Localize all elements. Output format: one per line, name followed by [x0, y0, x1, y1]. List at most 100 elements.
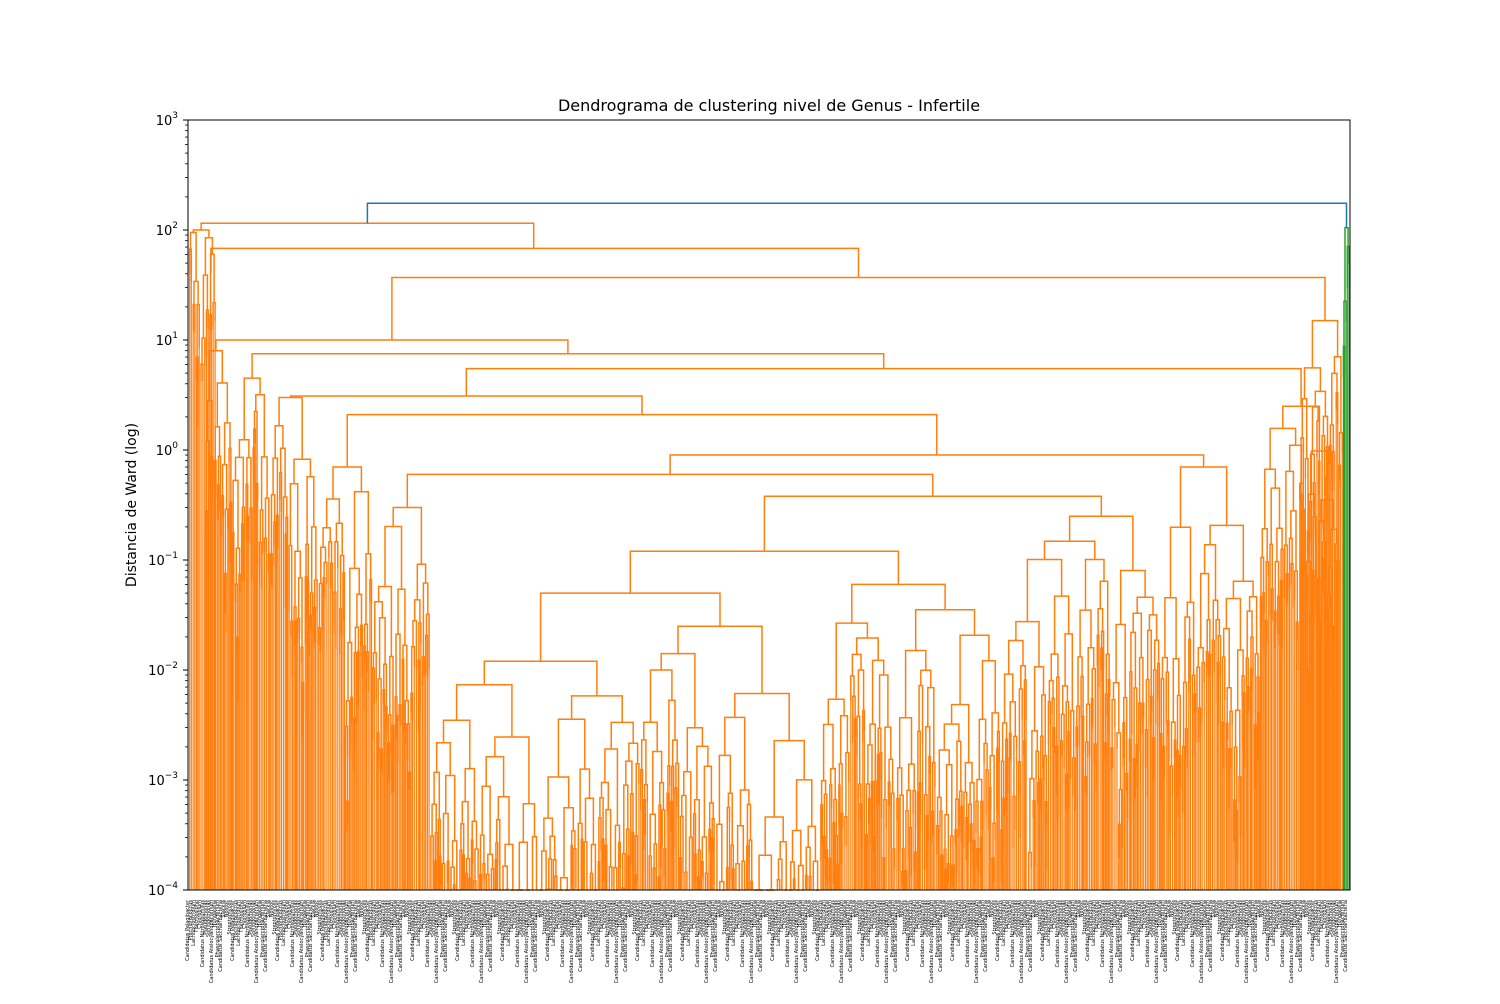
- x-tick-label: Candidatus Nitrosopumilus: [1235, 900, 1241, 968]
- x-tick-label: Thermosipho: [1049, 900, 1055, 934]
- x-tick-label: Prochlorococcus: [503, 900, 509, 941]
- x-tick-label: Pseudomonas: [473, 900, 479, 935]
- x-tick-label: Sphingomonas: [296, 900, 302, 937]
- x-tick-label: Candidatus Saccharibacteria: [623, 900, 629, 972]
- x-tick-label: Chlorobium: [467, 900, 473, 929]
- x-tick-label: Candidatus Saccharibacteria: [533, 900, 539, 972]
- dendrogram-link: [1075, 726, 1079, 750]
- dendrogram-link: [1015, 620, 1040, 667]
- dendrogram-link: [192, 303, 196, 334]
- dendrogram-link: [1026, 558, 1063, 622]
- dendrogram-link: [1008, 732, 1012, 763]
- dendrogram-link: [354, 626, 360, 653]
- x-tick-label: Candidatus Saccharibacteria: [398, 900, 404, 972]
- x-tick-label: Lachnoclostridium: [1271, 900, 1277, 946]
- dendrogram-link: [758, 854, 773, 890]
- y-tick-label: 10−3: [148, 771, 178, 789]
- x-tick-label: Sphingomonas: [1061, 900, 1067, 937]
- x-tick-label: Chlorobium: [1187, 900, 1193, 929]
- dendrogram-link: [914, 608, 976, 651]
- x-tick-label: Sphingomonas: [1106, 900, 1112, 937]
- x-tick-label: Pseudomonas: [293, 900, 299, 935]
- dendrogram-link: [1269, 427, 1297, 470]
- dendrogram-link: [627, 855, 631, 890]
- dendrogram-link: [807, 825, 817, 862]
- dendrogram-link: [804, 874, 808, 890]
- x-tick-label: Lachnoclostridium: [866, 900, 872, 946]
- x-tick-label: Lachnoclostridium: [956, 900, 962, 946]
- dendrogram-link: [684, 871, 688, 890]
- x-tick-label: Slackia: [1166, 900, 1172, 918]
- dendrogram-link: [583, 841, 588, 890]
- dendrogram-link: [1084, 558, 1105, 611]
- x-tick-label: Chlorobium: [917, 900, 923, 929]
- dendrogram-link: [313, 606, 317, 649]
- x-tick-label: Pseudomonas: [383, 900, 389, 935]
- x-tick-label: Candidatus Atelocyanobacterium: [434, 900, 440, 983]
- x-tick-label: Chlorobium: [872, 900, 878, 929]
- y-axis: 10−4 10−3 10−2 10−1 100 101 102 103: [148, 111, 188, 899]
- dendrogram-link: [956, 740, 962, 800]
- x-tick-label: Chlorobium: [692, 900, 698, 929]
- x-tick-label: Candidatus Atelocyanobacterium: [1109, 900, 1115, 983]
- x-tick-label: Streptomyces: [902, 900, 908, 935]
- x-tick-label: Candidatus Atelocyanobacterium: [1289, 900, 1295, 983]
- dendrogram-link: [459, 849, 463, 890]
- dendrogram-link: [1325, 475, 1328, 526]
- dendrogram-link: [346, 413, 938, 467]
- x-tick-label: Candidatus Atelocyanobacterium: [839, 900, 845, 983]
- x-tick-label: Candidatus Nitrosopumilus: [605, 900, 611, 968]
- dendrogram-link: [347, 641, 353, 701]
- dendrogram-link: [629, 550, 900, 594]
- x-tick-label: Prochlorococcus: [638, 900, 644, 941]
- x-tick-label: Sphingomonas: [431, 900, 437, 937]
- x-tick-label: Chlorobium: [287, 900, 293, 929]
- dendrogram-link: [1253, 724, 1257, 791]
- x-tick-label: Candidatus Nitrosopumilus: [470, 900, 476, 968]
- x-tick-label: Pseudomonas: [563, 900, 569, 935]
- dendrogram-link: [288, 544, 293, 622]
- x-tick-label: Slackia: [1211, 900, 1217, 918]
- dendrogram-link: [543, 817, 554, 851]
- x-tick-label: Hungatella: [347, 900, 353, 927]
- dendrogram-link: [332, 466, 363, 499]
- x-tick-label: Nostoc: [854, 900, 860, 917]
- x-tick-label: Sphingomonas: [701, 900, 707, 937]
- x-tick-label: Slackia: [896, 900, 902, 918]
- x-tick-label: Lachnoclostridium: [416, 900, 422, 946]
- dendrogram-link: [1181, 745, 1186, 819]
- x-tick-label: Candidatus Saccharibacteria: [803, 900, 809, 972]
- x-tick-label: Sphingomonas: [611, 900, 617, 937]
- dendrogram-link: [431, 803, 437, 836]
- dendrogram-link: [959, 634, 990, 705]
- dendrogram-link: [898, 717, 913, 768]
- dendrogram-link: [1080, 675, 1084, 719]
- x-tick-label: Prochlorococcus: [323, 900, 329, 941]
- dendrogram-link: [306, 475, 315, 545]
- dendrogram-link: [750, 880, 754, 890]
- x-tick-label: Thermosipho: [914, 900, 920, 934]
- x-tick-label: Prochlorococcus: [368, 900, 374, 941]
- dendrogram-link: [1342, 345, 1346, 378]
- dendrogram-link: [1053, 595, 1070, 655]
- dendrogram-link: [1064, 633, 1074, 711]
- x-tick-label: Prochlorococcus: [188, 900, 194, 941]
- x-tick-label: Phascolarctobacterium: [440, 900, 446, 957]
- x-tick-label: Candidatus Saccharibacteria: [1343, 900, 1349, 972]
- x-tick-label: Sphingomonas: [791, 900, 797, 937]
- dendrogram-link: [395, 633, 401, 705]
- x-tick-label: Candidatus Pelagibacter: [725, 899, 731, 961]
- x-tick-label: Hungatella: [392, 900, 398, 927]
- x-tick-label: Candidatus Pelagibacter: [545, 899, 551, 961]
- dendrogram-link: [1064, 773, 1068, 811]
- dendrogram-link: [1056, 676, 1060, 747]
- x-tick-label: Candidatus Nitrosopumilus: [1055, 900, 1061, 968]
- x-tick-label: Phascolarctobacterium: [395, 900, 401, 957]
- dendrogram-link: [289, 395, 643, 415]
- dendrogram-link: [309, 592, 314, 616]
- x-tick-label: Streptomyces: [362, 900, 368, 935]
- x-tick-label: Pseudomonas: [428, 900, 434, 935]
- x-tick-label: Candidatus Saccharibacteria: [938, 900, 944, 972]
